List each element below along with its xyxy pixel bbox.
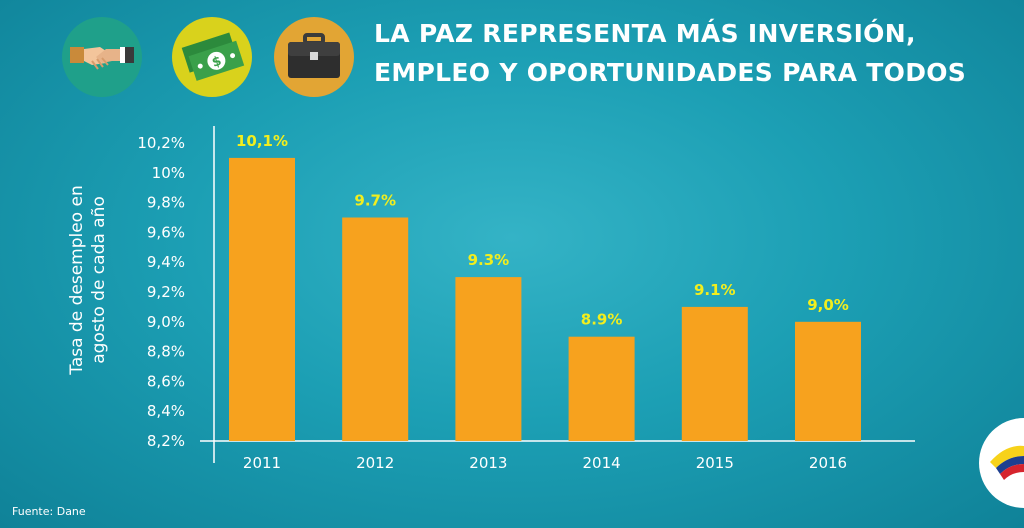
colombia-logo-icon — [979, 418, 1024, 508]
data-label-2014: 8.9% — [581, 311, 623, 329]
y-tick-label: 10,2% — [137, 134, 185, 152]
y-tick-label: 9,2% — [147, 283, 185, 301]
y-tick-label: 8,2% — [147, 432, 185, 450]
svg-text:$: $ — [210, 54, 223, 71]
data-label-2015: 9.1% — [694, 281, 736, 299]
bar-2014 — [568, 336, 635, 441]
y-tick-label: 9,4% — [147, 253, 185, 271]
bar-2013 — [455, 277, 522, 441]
y-tick-label: 9,6% — [147, 223, 185, 241]
headline-line-2: EMPLEO Y OPORTUNIDADES PARA TODOS — [374, 58, 967, 87]
y-tick-label: 9,0% — [147, 313, 185, 331]
x-tick-label-2013: 2013 — [469, 454, 507, 472]
bar-2016 — [795, 321, 861, 441]
y-tick-label: 9,8% — [147, 194, 185, 212]
data-label-2012: 9.7% — [354, 192, 396, 210]
x-tick-label-2012: 2012 — [356, 454, 394, 472]
y-tick-label: 10% — [152, 164, 185, 182]
x-tick-label-2016: 2016 — [809, 454, 847, 472]
y-tick-label: 8,6% — [147, 372, 185, 390]
bar-2015 — [681, 306, 748, 441]
x-tick-label-2011: 2011 — [243, 454, 281, 472]
data-label-2011: 10,1% — [236, 132, 288, 150]
y-tick-label: 8,4% — [147, 402, 185, 420]
y-axis-label-line-1: Tasa de desempleo en — [67, 185, 87, 375]
bar-2012 — [342, 217, 409, 441]
data-label-2016: 9,0% — [807, 296, 849, 314]
briefcase-icon — [274, 17, 354, 97]
headline-line-1: LA PAZ REPRESENTA MÁS INVERSIÓN, — [374, 19, 916, 48]
y-axis-label-line-2: agosto de cada año — [89, 196, 109, 364]
source-note: Fuente: Dane — [12, 505, 86, 518]
bar-2011 — [229, 157, 295, 441]
x-tick-label-2014: 2014 — [583, 454, 621, 472]
money-icon: $ — [172, 17, 252, 97]
handshake-icon — [62, 17, 142, 97]
x-tick-label-2015: 2015 — [696, 454, 734, 472]
y-tick-label: 8,8% — [147, 343, 185, 361]
data-label-2013: 9.3% — [468, 251, 510, 269]
